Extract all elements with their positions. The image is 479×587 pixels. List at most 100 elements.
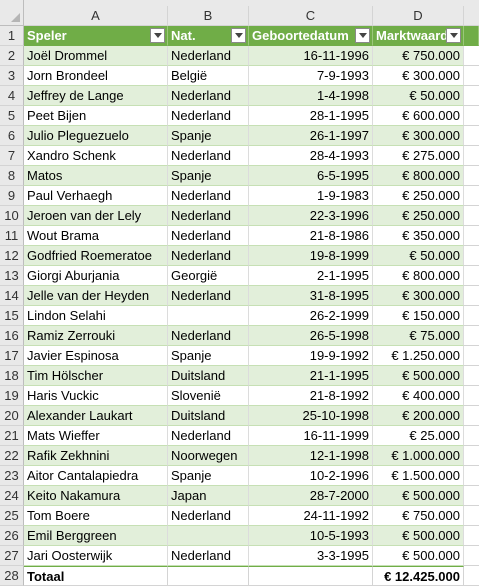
cell-speler[interactable]: Giorgi Aburjania [24, 266, 168, 286]
cell-marktwaarde[interactable]: € 1.500.000 [373, 466, 464, 486]
cell-speler[interactable]: Lindon Selahi [24, 306, 168, 326]
cell-speler[interactable]: Ramiz Zerrouki [24, 326, 168, 346]
cell-geboortedatum[interactable]: 28-4-1993 [249, 146, 373, 166]
cell-nationaliteit[interactable]: Spanje [168, 166, 249, 186]
row-header[interactable]: 17 [0, 346, 24, 366]
cell-geboortedatum[interactable]: 2-1-1995 [249, 266, 373, 286]
cell-nationaliteit[interactable]: Nederland [168, 106, 249, 126]
cell-speler[interactable]: Julio Pleguezuelo [24, 126, 168, 146]
cell-geboortedatum[interactable]: 28-7-2000 [249, 486, 373, 506]
cell-marktwaarde[interactable]: € 150.000 [373, 306, 464, 326]
filter-dropdown-button[interactable] [446, 28, 461, 43]
row-header[interactable]: 1 [0, 26, 24, 46]
row-header[interactable]: 19 [0, 386, 24, 406]
row-header[interactable]: 9 [0, 186, 24, 206]
cell-speler[interactable]: Tom Boere [24, 506, 168, 526]
cell-nationaliteit[interactable]: Georgië [168, 266, 249, 286]
cell-nationaliteit[interactable]: Nederland [168, 286, 249, 306]
cell-speler[interactable]: Peet Bijen [24, 106, 168, 126]
cell-geboortedatum[interactable]: 28-1-1995 [249, 106, 373, 126]
header-cell-marktwaarde[interactable]: Marktwaarde [373, 26, 464, 46]
cell-geboortedatum[interactable]: 3-3-1995 [249, 546, 373, 566]
cell-nationaliteit[interactable]: Duitsland [168, 366, 249, 386]
cell-marktwaarde[interactable]: € 250.000 [373, 186, 464, 206]
cell-speler[interactable]: Jeroen van der Lely [24, 206, 168, 226]
cell-nationaliteit[interactable]: Spanje [168, 346, 249, 366]
cell-speler[interactable]: Jorn Brondeel [24, 66, 168, 86]
cell-nationaliteit[interactable]: Nederland [168, 326, 249, 346]
row-header[interactable]: 16 [0, 326, 24, 346]
cell-marktwaarde[interactable]: € 500.000 [373, 546, 464, 566]
cell-nationaliteit[interactable]: Nederland [168, 226, 249, 246]
row-header[interactable]: 27 [0, 546, 24, 566]
cell-geboortedatum[interactable]: 26-5-1998 [249, 326, 373, 346]
row-header[interactable]: 20 [0, 406, 24, 426]
row-header[interactable]: 24 [0, 486, 24, 506]
cell-nationaliteit[interactable]: Japan [168, 486, 249, 506]
cell-nationaliteit[interactable] [168, 526, 249, 546]
cell-geboortedatum[interactable]: 22-3-1996 [249, 206, 373, 226]
cell-speler[interactable]: Joël Drommel [24, 46, 168, 66]
total-label[interactable]: Totaal [24, 566, 168, 586]
cell-marktwaarde[interactable]: € 400.000 [373, 386, 464, 406]
row-header[interactable]: 23 [0, 466, 24, 486]
cell-marktwaarde[interactable]: € 750.000 [373, 506, 464, 526]
cell-marktwaarde[interactable]: € 200.000 [373, 406, 464, 426]
row-header[interactable]: 10 [0, 206, 24, 226]
cell-marktwaarde[interactable]: € 300.000 [373, 126, 464, 146]
cell-marktwaarde[interactable]: € 800.000 [373, 266, 464, 286]
cell-marktwaarde[interactable]: € 500.000 [373, 486, 464, 506]
cell-marktwaarde[interactable]: € 25.000 [373, 426, 464, 446]
row-header[interactable]: 22 [0, 446, 24, 466]
column-header-b[interactable]: B [168, 6, 249, 26]
cell-nationaliteit[interactable]: Nederland [168, 146, 249, 166]
cell-geboortedatum[interactable]: 1-9-1983 [249, 186, 373, 206]
cell-geboortedatum[interactable]: 21-1-1995 [249, 366, 373, 386]
cell-geboortedatum[interactable]: 10-5-1993 [249, 526, 373, 546]
cell-speler[interactable]: Haris Vuckic [24, 386, 168, 406]
cell-nationaliteit[interactable]: Noorwegen [168, 446, 249, 466]
row-header[interactable]: 18 [0, 366, 24, 386]
row-header[interactable]: 2 [0, 46, 24, 66]
cell-nationaliteit[interactable]: Duitsland [168, 406, 249, 426]
cell-nationaliteit[interactable] [168, 306, 249, 326]
cell-geboortedatum[interactable]: 21-8-1992 [249, 386, 373, 406]
cell-marktwaarde[interactable]: € 75.000 [373, 326, 464, 346]
cell-geboortedatum[interactable]: 25-10-1998 [249, 406, 373, 426]
cell-geboortedatum[interactable]: 6-5-1995 [249, 166, 373, 186]
cell-speler[interactable]: Alexander Laukart [24, 406, 168, 426]
cell-nationaliteit[interactable]: Nederland [168, 186, 249, 206]
cell-speler[interactable]: Mats Wieffer [24, 426, 168, 446]
filter-dropdown-button[interactable] [355, 28, 370, 43]
cell-nationaliteit[interactable]: Spanje [168, 466, 249, 486]
cell-nationaliteit[interactable]: Nederland [168, 546, 249, 566]
cell-geboortedatum[interactable]: 16-11-1996 [249, 46, 373, 66]
cell-marktwaarde[interactable]: € 1.250.000 [373, 346, 464, 366]
cell-nationaliteit[interactable]: Nederland [168, 506, 249, 526]
cell-geboortedatum[interactable]: 21-8-1986 [249, 226, 373, 246]
header-cell-nat[interactable]: Nat. [168, 26, 249, 46]
total-empty-c[interactable] [249, 566, 373, 586]
cell-nationaliteit[interactable]: Nederland [168, 246, 249, 266]
row-header[interactable]: 12 [0, 246, 24, 266]
column-header-d[interactable]: D [373, 6, 464, 26]
header-cell-speler[interactable]: Speler [24, 26, 168, 46]
cell-geboortedatum[interactable]: 1-4-1998 [249, 86, 373, 106]
row-header[interactable]: 25 [0, 506, 24, 526]
total-value[interactable]: € 12.425.000 [373, 566, 464, 586]
cell-marktwaarde[interactable]: € 250.000 [373, 206, 464, 226]
cell-geboortedatum[interactable]: 24-11-1992 [249, 506, 373, 526]
row-header[interactable]: 15 [0, 306, 24, 326]
column-header-a[interactable]: A [24, 6, 168, 26]
column-header-c[interactable]: C [249, 6, 373, 26]
cell-nationaliteit[interactable]: Nederland [168, 206, 249, 226]
cell-speler[interactable]: Rafik Zekhnini [24, 446, 168, 466]
cell-geboortedatum[interactable]: 19-9-1992 [249, 346, 373, 366]
cell-speler[interactable]: Paul Verhaegh [24, 186, 168, 206]
total-empty-b[interactable] [168, 566, 249, 586]
row-header[interactable]: 8 [0, 166, 24, 186]
cell-marktwaarde[interactable]: € 600.000 [373, 106, 464, 126]
cell-marktwaarde[interactable]: € 300.000 [373, 66, 464, 86]
cell-speler[interactable]: Keito Nakamura [24, 486, 168, 506]
cell-nationaliteit[interactable]: Nederland [168, 46, 249, 66]
